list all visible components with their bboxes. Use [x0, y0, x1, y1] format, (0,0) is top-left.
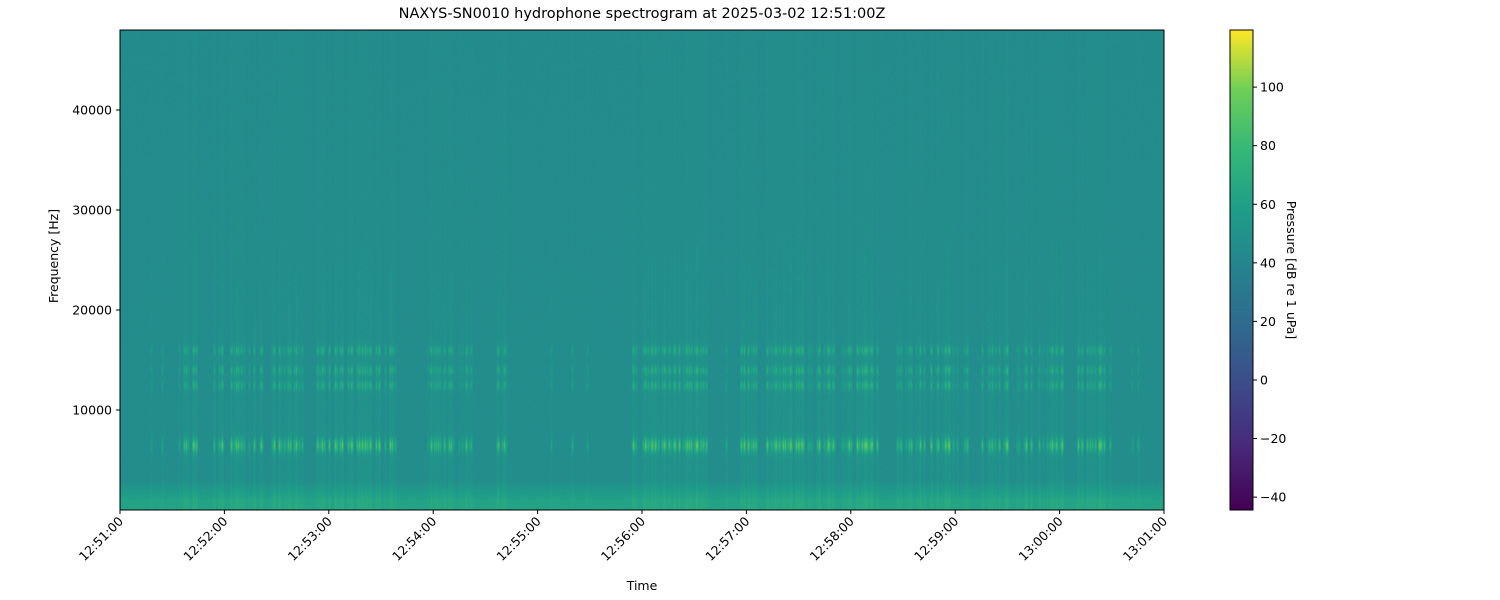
x-tick-label: 12:56:00	[598, 513, 648, 563]
y-tick-label: 20000	[72, 303, 112, 318]
x-tick-label: 13:01:00	[1120, 513, 1170, 563]
colorbar	[1230, 30, 1253, 510]
colorbar-tick-label: 60	[1260, 197, 1276, 212]
colorbar-tick-label: 100	[1260, 80, 1284, 95]
colorbar-tick-label: 20	[1260, 314, 1276, 329]
spectrogram-image	[120, 30, 1164, 510]
y-axis-label: Frequency [Hz]	[46, 209, 61, 303]
colorbar-frame	[1229, 29, 1254, 511]
x-axis-label: Time	[626, 578, 658, 593]
x-tick-label: 12:51:00	[76, 513, 126, 563]
chart-title: NAXYS-SN0010 hydrophone spectrogram at 2…	[398, 6, 886, 22]
x-tick-label: 13:00:00	[1015, 513, 1065, 563]
x-tick-label: 12:52:00	[180, 513, 230, 563]
x-tick-label: 12:55:00	[493, 513, 543, 563]
x-tick-label: 12:53:00	[285, 513, 335, 563]
x-tick-label: 12:54:00	[389, 513, 439, 563]
y-tick-label: 40000	[72, 103, 112, 118]
y-tick-label: 30000	[72, 203, 112, 218]
x-tick-label: 12:57:00	[702, 513, 752, 563]
colorbar-tick-label: 40	[1260, 255, 1276, 270]
x-tick-label: 12:59:00	[911, 513, 961, 563]
colorbar-tick-label: 80	[1260, 138, 1276, 153]
colorbar-tick-label: −40	[1260, 490, 1286, 505]
y-tick-label: 10000	[72, 403, 112, 418]
colorbar-tick-label: 0	[1260, 372, 1268, 387]
plot-frame	[119, 29, 1165, 511]
colorbar-tick-label: −20	[1260, 431, 1286, 446]
x-tick-label: 12:58:00	[807, 513, 857, 563]
colorbar-label: Pressure [dB re 1 uPa]	[1284, 201, 1299, 340]
